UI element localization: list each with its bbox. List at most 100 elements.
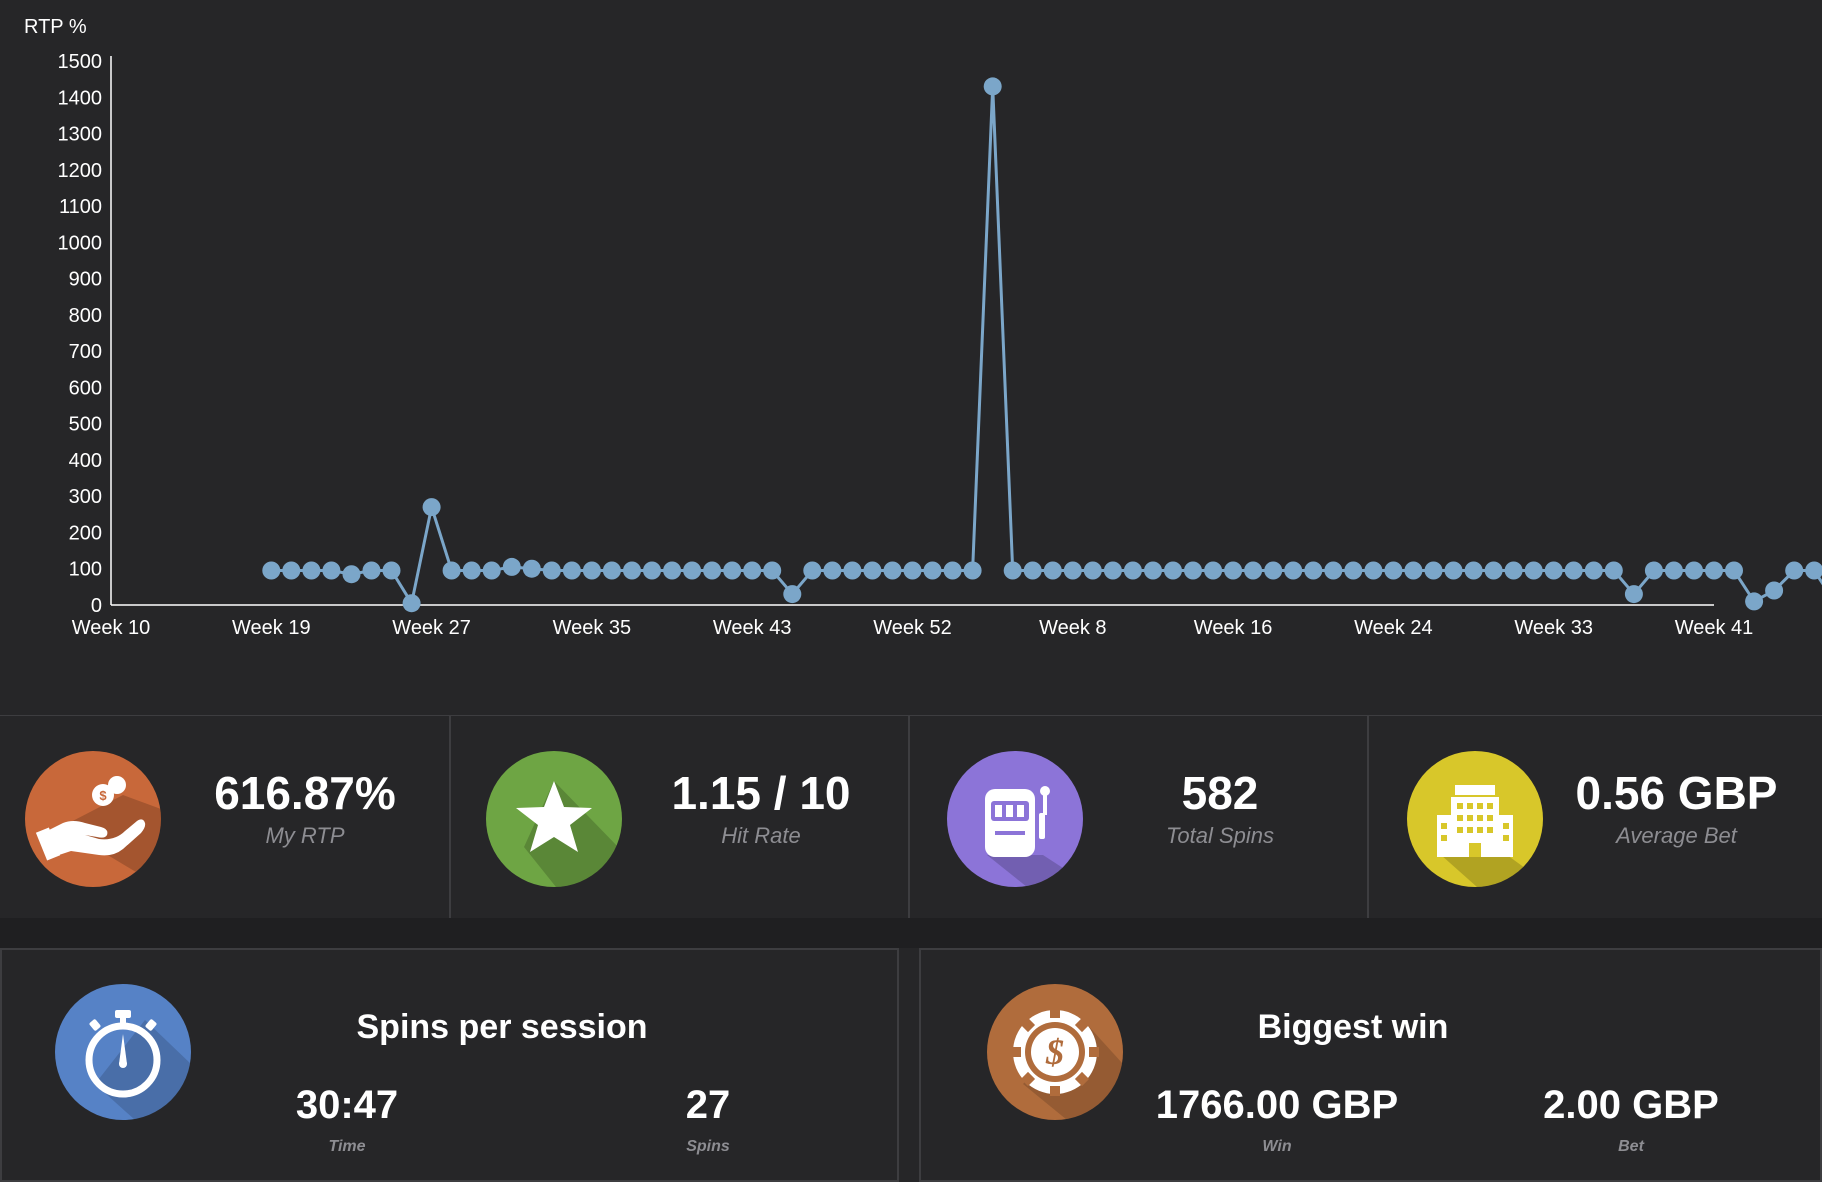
rtp-data-point[interactable]	[1584, 561, 1603, 580]
rtp-data-point[interactable]	[382, 561, 401, 580]
rtp-data-point[interactable]	[562, 561, 581, 580]
rtp-data-point[interactable]	[1685, 561, 1703, 580]
y-tick-label: 500	[69, 414, 102, 436]
x-tick-label: Week 24	[1354, 617, 1433, 639]
rtp-chart-panel: RTP % 0 100 200 300 400 500 600 700 800 900 1000 11…	[24, 16, 1822, 639]
rtp-data-point[interactable]	[763, 561, 782, 580]
rtp-data-point[interactable]	[843, 561, 862, 580]
rtp-data-point[interactable]	[723, 561, 742, 580]
rtp-data-point[interactable]	[322, 561, 341, 580]
rtp-data-point[interactable]	[482, 561, 501, 580]
rtp-data-point[interactable]	[1544, 561, 1563, 580]
x-tick-label: Week 19	[232, 617, 311, 639]
rtp-data-point[interactable]	[1144, 561, 1162, 580]
rtp-data-point[interactable]	[1464, 561, 1483, 580]
y-tick-label: 1200	[58, 160, 103, 182]
rtp-data-point[interactable]	[1705, 561, 1723, 580]
y-tick-label: 1500	[58, 51, 103, 73]
rtp-data-point[interactable]	[1204, 561, 1223, 580]
rtp-data-point[interactable]	[943, 561, 962, 580]
rtp-data-point[interactable]	[1184, 561, 1202, 580]
rtp-data-point[interactable]	[302, 561, 321, 580]
rtp-data-point[interactable]	[1725, 561, 1743, 580]
rtp-data-point[interactable]	[342, 565, 361, 584]
rtp-data-point[interactable]	[1103, 561, 1122, 580]
rtp-data-point[interactable]	[923, 561, 942, 580]
rtp-data-point[interactable]	[1344, 561, 1363, 580]
session-time-value: 30:47	[295, 1083, 399, 1127]
rtp-data-point[interactable]	[983, 77, 1002, 96]
rtp-data-point[interactable]	[1164, 561, 1182, 580]
rtp-data-point[interactable]	[1805, 561, 1822, 580]
rtp-data-point[interactable]	[1765, 581, 1784, 600]
rtp-data-point[interactable]	[1264, 561, 1283, 580]
rtp-data-point[interactable]	[262, 561, 281, 580]
rtp-data-point[interactable]	[1524, 561, 1543, 580]
svg-text:$: $	[99, 788, 107, 803]
rtp-data-point[interactable]	[1564, 561, 1583, 580]
rtp-data-point[interactable]	[1324, 561, 1343, 580]
rtp-data-point[interactable]	[963, 561, 982, 580]
rtp-data-point[interactable]	[582, 561, 601, 580]
average-bet-label: Average Bet	[1616, 823, 1737, 848]
rtp-data-point[interactable]	[1123, 561, 1142, 580]
rtp-data-point[interactable]	[1063, 561, 1082, 580]
stat-card-total-spins: 582 Total Spins	[908, 716, 1369, 919]
rtp-data-point[interactable]	[1003, 561, 1022, 580]
rtp-data-point[interactable]	[1304, 561, 1323, 580]
rtp-data-point[interactable]	[1624, 585, 1643, 604]
rtp-data-point[interactable]	[863, 561, 882, 580]
rtp-data-point[interactable]	[542, 561, 561, 580]
x-tick-label: Week 52	[873, 617, 952, 639]
rtp-data-point[interactable]	[1384, 561, 1403, 580]
rtp-data-point[interactable]	[903, 561, 922, 580]
rtp-data-point[interactable]	[1644, 561, 1663, 580]
rtp-data-point[interactable]	[623, 561, 641, 580]
x-tick-label: Week 8	[1039, 617, 1106, 639]
rtp-data-point[interactable]	[823, 561, 842, 580]
rtp-data-point[interactable]	[1404, 561, 1423, 580]
rtp-data-point[interactable]	[883, 561, 902, 580]
rtp-data-point[interactable]	[1484, 561, 1503, 580]
rtp-data-point[interactable]	[282, 561, 301, 580]
rtp-data-point[interactable]	[1424, 561, 1443, 580]
rtp-data-point[interactable]	[1284, 561, 1303, 580]
rtp-data-point[interactable]	[803, 561, 822, 580]
rtp-data-point[interactable]	[442, 561, 461, 580]
y-tick-label: 600	[69, 377, 102, 399]
rtp-data-point[interactable]	[402, 594, 421, 613]
biggest-bet-label: Bet	[1618, 1138, 1644, 1155]
rtp-data-point[interactable]	[663, 561, 682, 580]
rtp-data-point[interactable]	[1745, 592, 1764, 611]
rtp-data-point[interactable]	[1023, 561, 1042, 580]
building-icon	[1407, 751, 1543, 887]
x-tick-label: Week 10	[72, 617, 151, 639]
rtp-data-point[interactable]	[1504, 561, 1523, 580]
rtp-data-point[interactable]	[602, 561, 621, 580]
rtp-data-point[interactable]	[502, 557, 521, 576]
rtp-data-point[interactable]	[1604, 561, 1623, 580]
y-tick-label: 100	[69, 559, 102, 581]
rtp-data-point[interactable]	[643, 561, 661, 580]
rtp-data-point[interactable]	[1083, 561, 1102, 580]
biggest-win-value: 1766.00 GBP	[1155, 1083, 1399, 1127]
rtp-data-point[interactable]	[1043, 561, 1062, 580]
x-tick-label: Week 33	[1514, 617, 1593, 639]
rtp-data-point[interactable]	[1364, 561, 1383, 580]
rtp-data-point[interactable]	[783, 585, 802, 604]
rtp-data-point[interactable]	[683, 561, 702, 580]
rtp-data-point[interactable]	[522, 559, 541, 578]
rtp-data-point[interactable]	[743, 561, 762, 580]
rtp-data-point[interactable]	[1664, 561, 1683, 580]
rtp-data-point[interactable]	[703, 561, 722, 580]
session-spins-label: Spins	[686, 1138, 730, 1155]
total-spins-value: 582	[1181, 767, 1259, 819]
rtp-data-point[interactable]	[462, 561, 481, 580]
rtp-data-point[interactable]	[1444, 561, 1463, 580]
rtp-data-point[interactable]	[1224, 561, 1243, 580]
rtp-data-point[interactable]	[422, 498, 441, 517]
y-tick-label: 800	[69, 305, 102, 327]
rtp-data-point[interactable]	[1244, 561, 1263, 580]
rtp-data-point[interactable]	[1785, 561, 1804, 580]
rtp-data-point[interactable]	[362, 561, 381, 580]
